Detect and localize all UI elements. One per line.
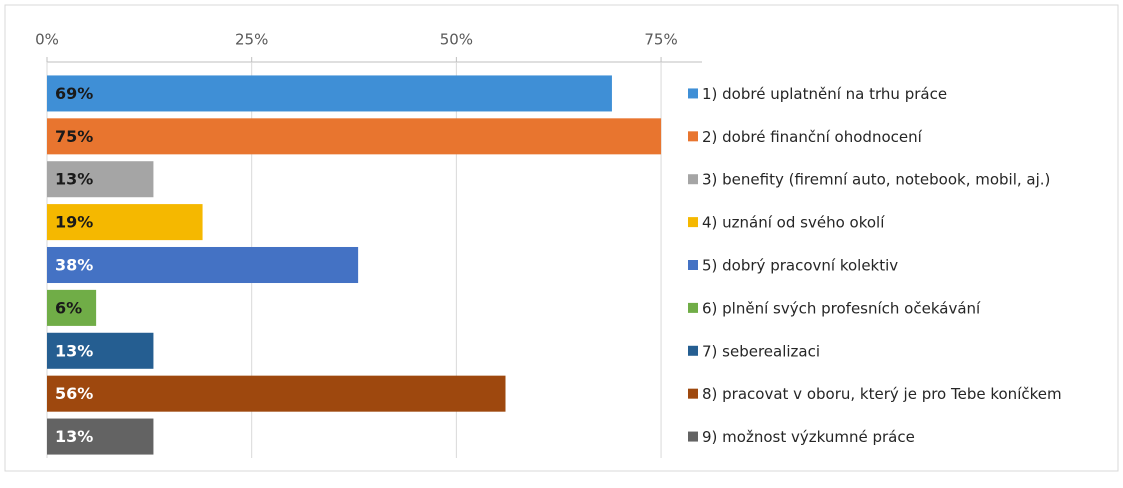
x-tick-label: 25% — [235, 31, 268, 49]
bar — [47, 246, 359, 284]
legend-swatch — [688, 388, 698, 399]
bar — [47, 204, 203, 241]
bar — [47, 75, 612, 112]
legend-label: 6) plnění svých profesních očekávání — [702, 299, 981, 317]
x-tick-label: 50% — [440, 31, 473, 49]
legend-swatch — [688, 345, 698, 356]
data-label: 38% — [55, 256, 93, 275]
legend-label: 3) benefity (firemní auto, notebook, mob… — [702, 171, 1050, 189]
legend-swatch — [688, 431, 698, 442]
bar — [47, 161, 154, 198]
legend-swatch — [688, 260, 698, 270]
data-label: 6% — [55, 298, 82, 317]
data-label: 69% — [55, 84, 93, 103]
bar — [47, 289, 97, 326]
legend-swatch — [688, 302, 698, 313]
data-label: 56% — [55, 384, 93, 403]
legend-label: 1) dobré uplatnění na trhu práce — [702, 85, 947, 103]
x-tick-label: 75% — [644, 31, 677, 49]
legend-label: 4) uznání od svého okolí — [702, 214, 885, 232]
legend-swatch — [688, 217, 698, 228]
x-tick-label: 0% — [35, 31, 59, 49]
data-label: 19% — [55, 213, 93, 232]
data-label: 13% — [55, 170, 93, 189]
bar — [47, 418, 154, 455]
data-label: 13% — [55, 341, 93, 360]
data-label: 75% — [55, 127, 93, 146]
bar — [47, 375, 506, 412]
legend-label: 2) dobré finanční ohodnocení — [702, 128, 923, 146]
legend-swatch — [688, 88, 698, 99]
legend-label: 7) seberealizaci — [702, 342, 820, 360]
legend-swatch — [688, 131, 698, 142]
data-label: 13% — [55, 427, 93, 446]
legend-label: 8) pracovat v oboru, který je pro Tebe k… — [702, 385, 1062, 403]
legend-swatch — [688, 174, 698, 185]
bar — [47, 118, 662, 155]
bar — [47, 332, 154, 369]
legend-label: 9) možnost výzkumné práce — [702, 428, 915, 446]
legend-label: 5) dobrý pracovní kolektiv — [702, 257, 898, 275]
